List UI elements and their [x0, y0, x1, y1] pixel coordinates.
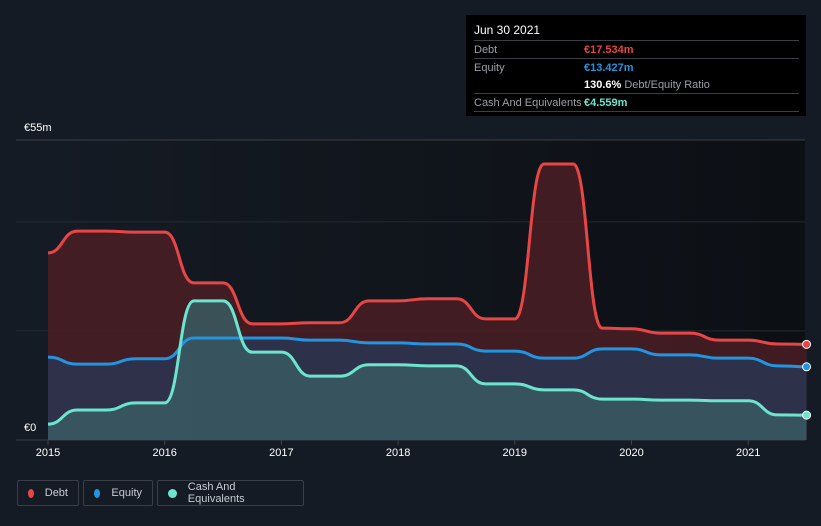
tooltip: Jun 30 2021 Debt €17.534m Equity €13.427… [466, 15, 806, 116]
tooltip-debt-row: Debt €17.534m [474, 41, 799, 59]
y-tick-label-max: €55m [24, 122, 52, 134]
x-tick-label: 2019 [502, 447, 528, 459]
x-tick-label: 2015 [35, 447, 61, 459]
x-tick-label: 2021 [735, 447, 761, 459]
legend-debt[interactable]: Debt [17, 480, 79, 506]
tooltip-debt-label: Debt [474, 43, 498, 56]
tooltip-date: Jun 30 2021 [474, 23, 799, 41]
tooltip-cash-value: €4.559m [584, 96, 628, 109]
tooltip-equity-label: Equity [474, 61, 505, 74]
legend-debt-dot-icon [28, 488, 34, 498]
tooltip-equity-row: Equity €13.427m [474, 59, 799, 76]
legend-cash-label: Cash And Equivalents [187, 481, 245, 505]
x-tick-label: 2016 [152, 447, 177, 459]
legend-debt-label: Debt [44, 487, 68, 499]
debt-line [47, 162, 807, 346]
equity-end-point [802, 362, 812, 372]
x-tick-label: 2020 [619, 447, 644, 459]
tooltip-ratio-row: 130.6% Debt/Equity Ratio [474, 76, 799, 94]
tooltip-ratio-value: 130.6% [584, 78, 622, 91]
cash-and-equivalents-line [47, 299, 807, 426]
legend-cash-dot-icon [168, 488, 177, 498]
tooltip-ratio-label: Debt/Equity Ratio [624, 78, 710, 91]
debt-end-point [802, 339, 812, 349]
cash-and-equivalents-area [48, 300, 807, 440]
legend-cash[interactable]: Cash And Equivalents [157, 480, 304, 506]
legend-equity-label: Equity [111, 487, 142, 499]
cash-and-equivalents-end-point [802, 410, 812, 420]
equity-line [47, 336, 807, 369]
tooltip-cash-row: Cash And Equivalents €4.559m [474, 94, 799, 112]
tooltip-equity-value: €13.427m [584, 61, 634, 74]
y-tick-label-zero: €0 [24, 422, 37, 434]
legend-equity[interactable]: Equity [83, 480, 153, 506]
x-tick-label: 2017 [269, 447, 294, 459]
tooltip-cash-label: Cash And Equivalents [474, 96, 582, 109]
x-tick-label: 2018 [385, 447, 411, 459]
legend-equity-dot-icon [94, 488, 101, 498]
tooltip-debt-value: €17.534m [584, 43, 634, 56]
